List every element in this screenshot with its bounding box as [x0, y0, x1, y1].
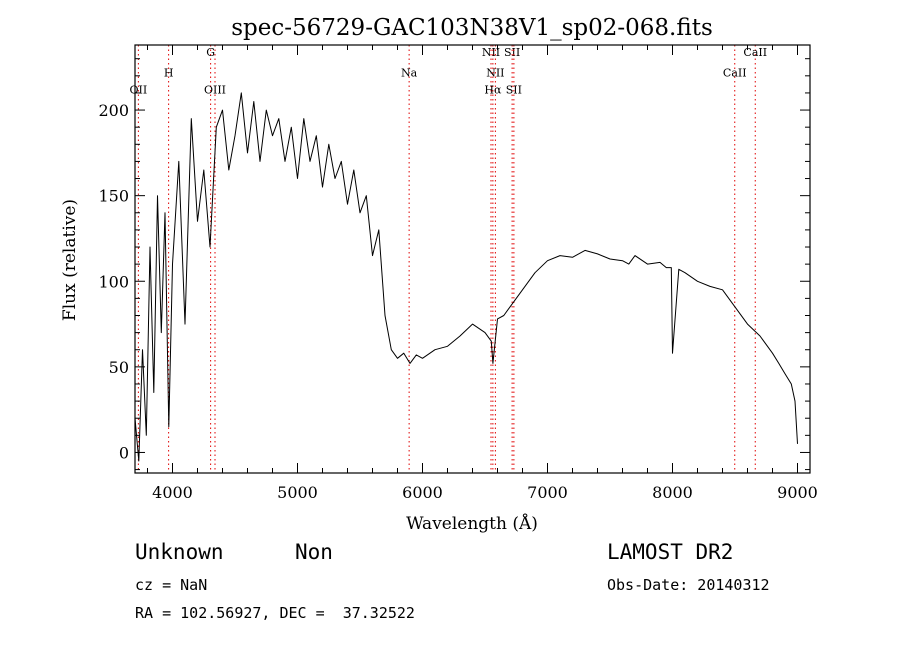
x-tick-label: 5000: [277, 483, 318, 502]
line-marker-label: G: [206, 46, 215, 59]
observation-date: Obs-Date: 20140312: [607, 576, 770, 594]
line-marker-label: NII: [482, 46, 500, 59]
x-axis-label: Wavelength (Å): [406, 513, 538, 534]
x-tick-label: 9000: [777, 483, 818, 502]
x-tick-label: 8000: [652, 483, 693, 502]
y-tick-label: 0: [119, 443, 129, 462]
object-subclass: Non: [295, 540, 333, 564]
line-marker-label: SII: [504, 46, 520, 59]
object-class: Unknown: [135, 540, 224, 564]
x-tick-label: 7000: [527, 483, 568, 502]
y-tick-label: 150: [98, 187, 129, 206]
x-tick-label: 4000: [152, 483, 193, 502]
line-marker-label: Na: [401, 66, 418, 79]
chart-title: spec-56729-GAC103N38V1_sp02-068.fits: [231, 15, 713, 41]
line-markers: OII H G OIII Na NII NII Hα SII SII CaII CaII: [130, 45, 767, 473]
line-marker-label: CaII: [723, 66, 747, 79]
spectrum-line: [134, 92, 798, 462]
line-marker-label: NII: [486, 66, 504, 79]
x-tick-label: 6000: [402, 483, 443, 502]
line-marker-label: OII: [130, 84, 148, 97]
line-marker-label: OIII: [204, 84, 226, 97]
series-layer: [134, 92, 798, 462]
coordinates: RA = 102.56927, DEC = 37.32522: [135, 604, 415, 622]
redshift-cz: cz = NaN: [135, 576, 208, 594]
line-marker-label: SII: [506, 84, 522, 97]
y-tick-label: 100: [98, 272, 129, 291]
survey-name: LAMOST DR2: [607, 540, 734, 564]
y-tick-label: 50: [109, 358, 129, 377]
plot-frame: [134, 44, 811, 474]
line-marker-label: CaII: [743, 46, 767, 59]
line-marker-label: H: [164, 66, 174, 79]
y-axis-label: Flux (relative): [60, 199, 80, 321]
y-tick-label: 200: [98, 101, 129, 120]
line-marker-label: Hα: [484, 84, 502, 97]
axis-ticks: 4000 5000 6000 7000 8000 9000 0 50 100 150 200: [98, 45, 818, 502]
